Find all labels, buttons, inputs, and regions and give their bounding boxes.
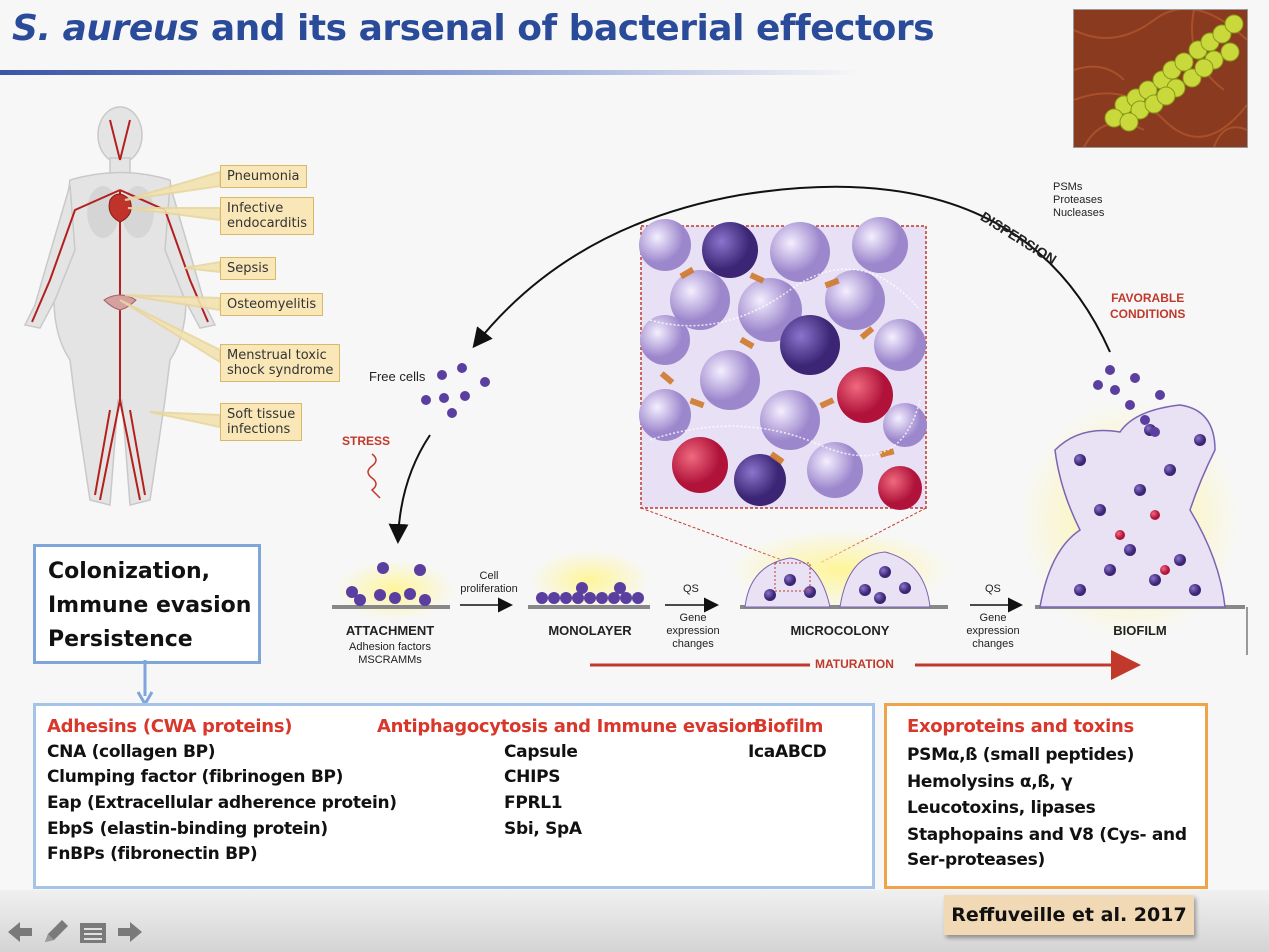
callout-endocarditis: Infective endocarditis (220, 197, 315, 235)
reference-citation: Reffuveille et al. 2017 (944, 895, 1194, 935)
stage-biofilm: BIOFILM (1113, 623, 1167, 638)
effectors-box: Adhesins (CWA proteins) CNA (collagen BP… (33, 703, 875, 889)
label-favorable-conditions: FAVORABLE CONDITIONS (1110, 291, 1186, 321)
antiphago-heading: Antiphagocytosis and Immune evasion (377, 716, 759, 737)
colonization-down-arrow (136, 660, 154, 706)
callout-toxic-shock: Menstrual toxic shock syndrome (220, 344, 341, 382)
stage-attachment: ATTACHMENT (345, 623, 435, 638)
title-underline (0, 70, 860, 75)
label-cell-proliferation: Cell proliferation (460, 570, 518, 595)
adhesins-heading: Adhesins (CWA proteins) (47, 716, 293, 737)
pencil-icon[interactable] (40, 918, 70, 946)
exo-heading: Exoproteins and toxins (907, 716, 1134, 737)
free-cells-cluster (421, 363, 490, 418)
title-rest: and its arsenal of bacterial effectors (198, 8, 935, 49)
exo-item: Leucotoxins, lipases (907, 798, 1096, 818)
adhesin-item: EbpS (elastin-binding protein) (47, 819, 328, 839)
label-gene-changes-1: Gene expression changes (666, 612, 720, 650)
callout-sepsis: Sepsis (220, 257, 276, 280)
dispersion-arrow (472, 185, 1111, 353)
label-dispersal-factors: PSMs Proteases Nucleases (1053, 181, 1105, 219)
label-qs-2: QS (985, 583, 1001, 595)
colonization-line-2: Immune evasion (48, 593, 252, 618)
callout-osteomyelitis: Osteomyelitis (220, 293, 324, 316)
colonization-line-1: Colonization, (48, 559, 210, 584)
stage-monolayer: MONOLAYER (548, 623, 632, 638)
stress-wave-icon (367, 453, 381, 499)
label-maturation: MATURATION (815, 657, 894, 671)
exo-item: Staphopains and V8 (Cys- and Ser-proteas… (907, 825, 1187, 870)
human-body-figure (23, 106, 221, 506)
callout-pneumonia: Pneumonia (220, 165, 307, 188)
label-gene-changes-2: Gene expression changes (966, 612, 1020, 650)
title-species: S. aureus (12, 8, 199, 49)
exo-item: Hemolysins α,ß, γ (907, 772, 1073, 792)
label-free-cells: Free cells (369, 369, 426, 384)
biofilm-item: IcaABCD (748, 742, 827, 762)
biofilm-cycle-diagram (332, 185, 1248, 680)
label-stress: STRESS (342, 434, 391, 448)
antiphago-item: Capsule (504, 742, 578, 762)
colonization-box: Colonization, Immune evasion Persistence (33, 544, 261, 664)
colonization-line-3: Persistence (48, 627, 193, 652)
slide-title: S. aureus and its arsenal of bacterial e… (12, 8, 935, 49)
callout-soft-tissue: Soft tissue infections (220, 403, 303, 441)
stage-microcolony: MICROCOLONY (790, 623, 890, 638)
adhesin-item: Eap (Extracellular adherence protein) (47, 793, 397, 813)
arrow-left-icon[interactable] (4, 918, 34, 946)
label-qs-1: QS (683, 583, 699, 595)
adhesin-item: FnBPs (fibronectin BP) (47, 844, 258, 864)
adhesin-item: Clumping factor (fibrinogen BP) (47, 767, 344, 787)
exo-item: PSMα,ß (small peptides) (907, 745, 1135, 765)
adhesin-item: CNA (collagen BP) (47, 742, 216, 762)
antiphago-item: Sbi, SpA (504, 819, 582, 839)
stage-attachment-sub: Adhesion factors MSCRAMMs (349, 641, 431, 666)
antiphago-item: CHIPS (504, 767, 561, 787)
exoproteins-box: Exoproteins and toxins PSMα,ß (small pep… (884, 703, 1208, 889)
micrograph-photo (1073, 9, 1248, 148)
biofilm-heading: Biofilm (754, 716, 824, 737)
antiphago-item: FPRL1 (504, 793, 563, 813)
arrow-right-icon[interactable] (116, 918, 146, 946)
menu-icon[interactable] (78, 918, 108, 946)
